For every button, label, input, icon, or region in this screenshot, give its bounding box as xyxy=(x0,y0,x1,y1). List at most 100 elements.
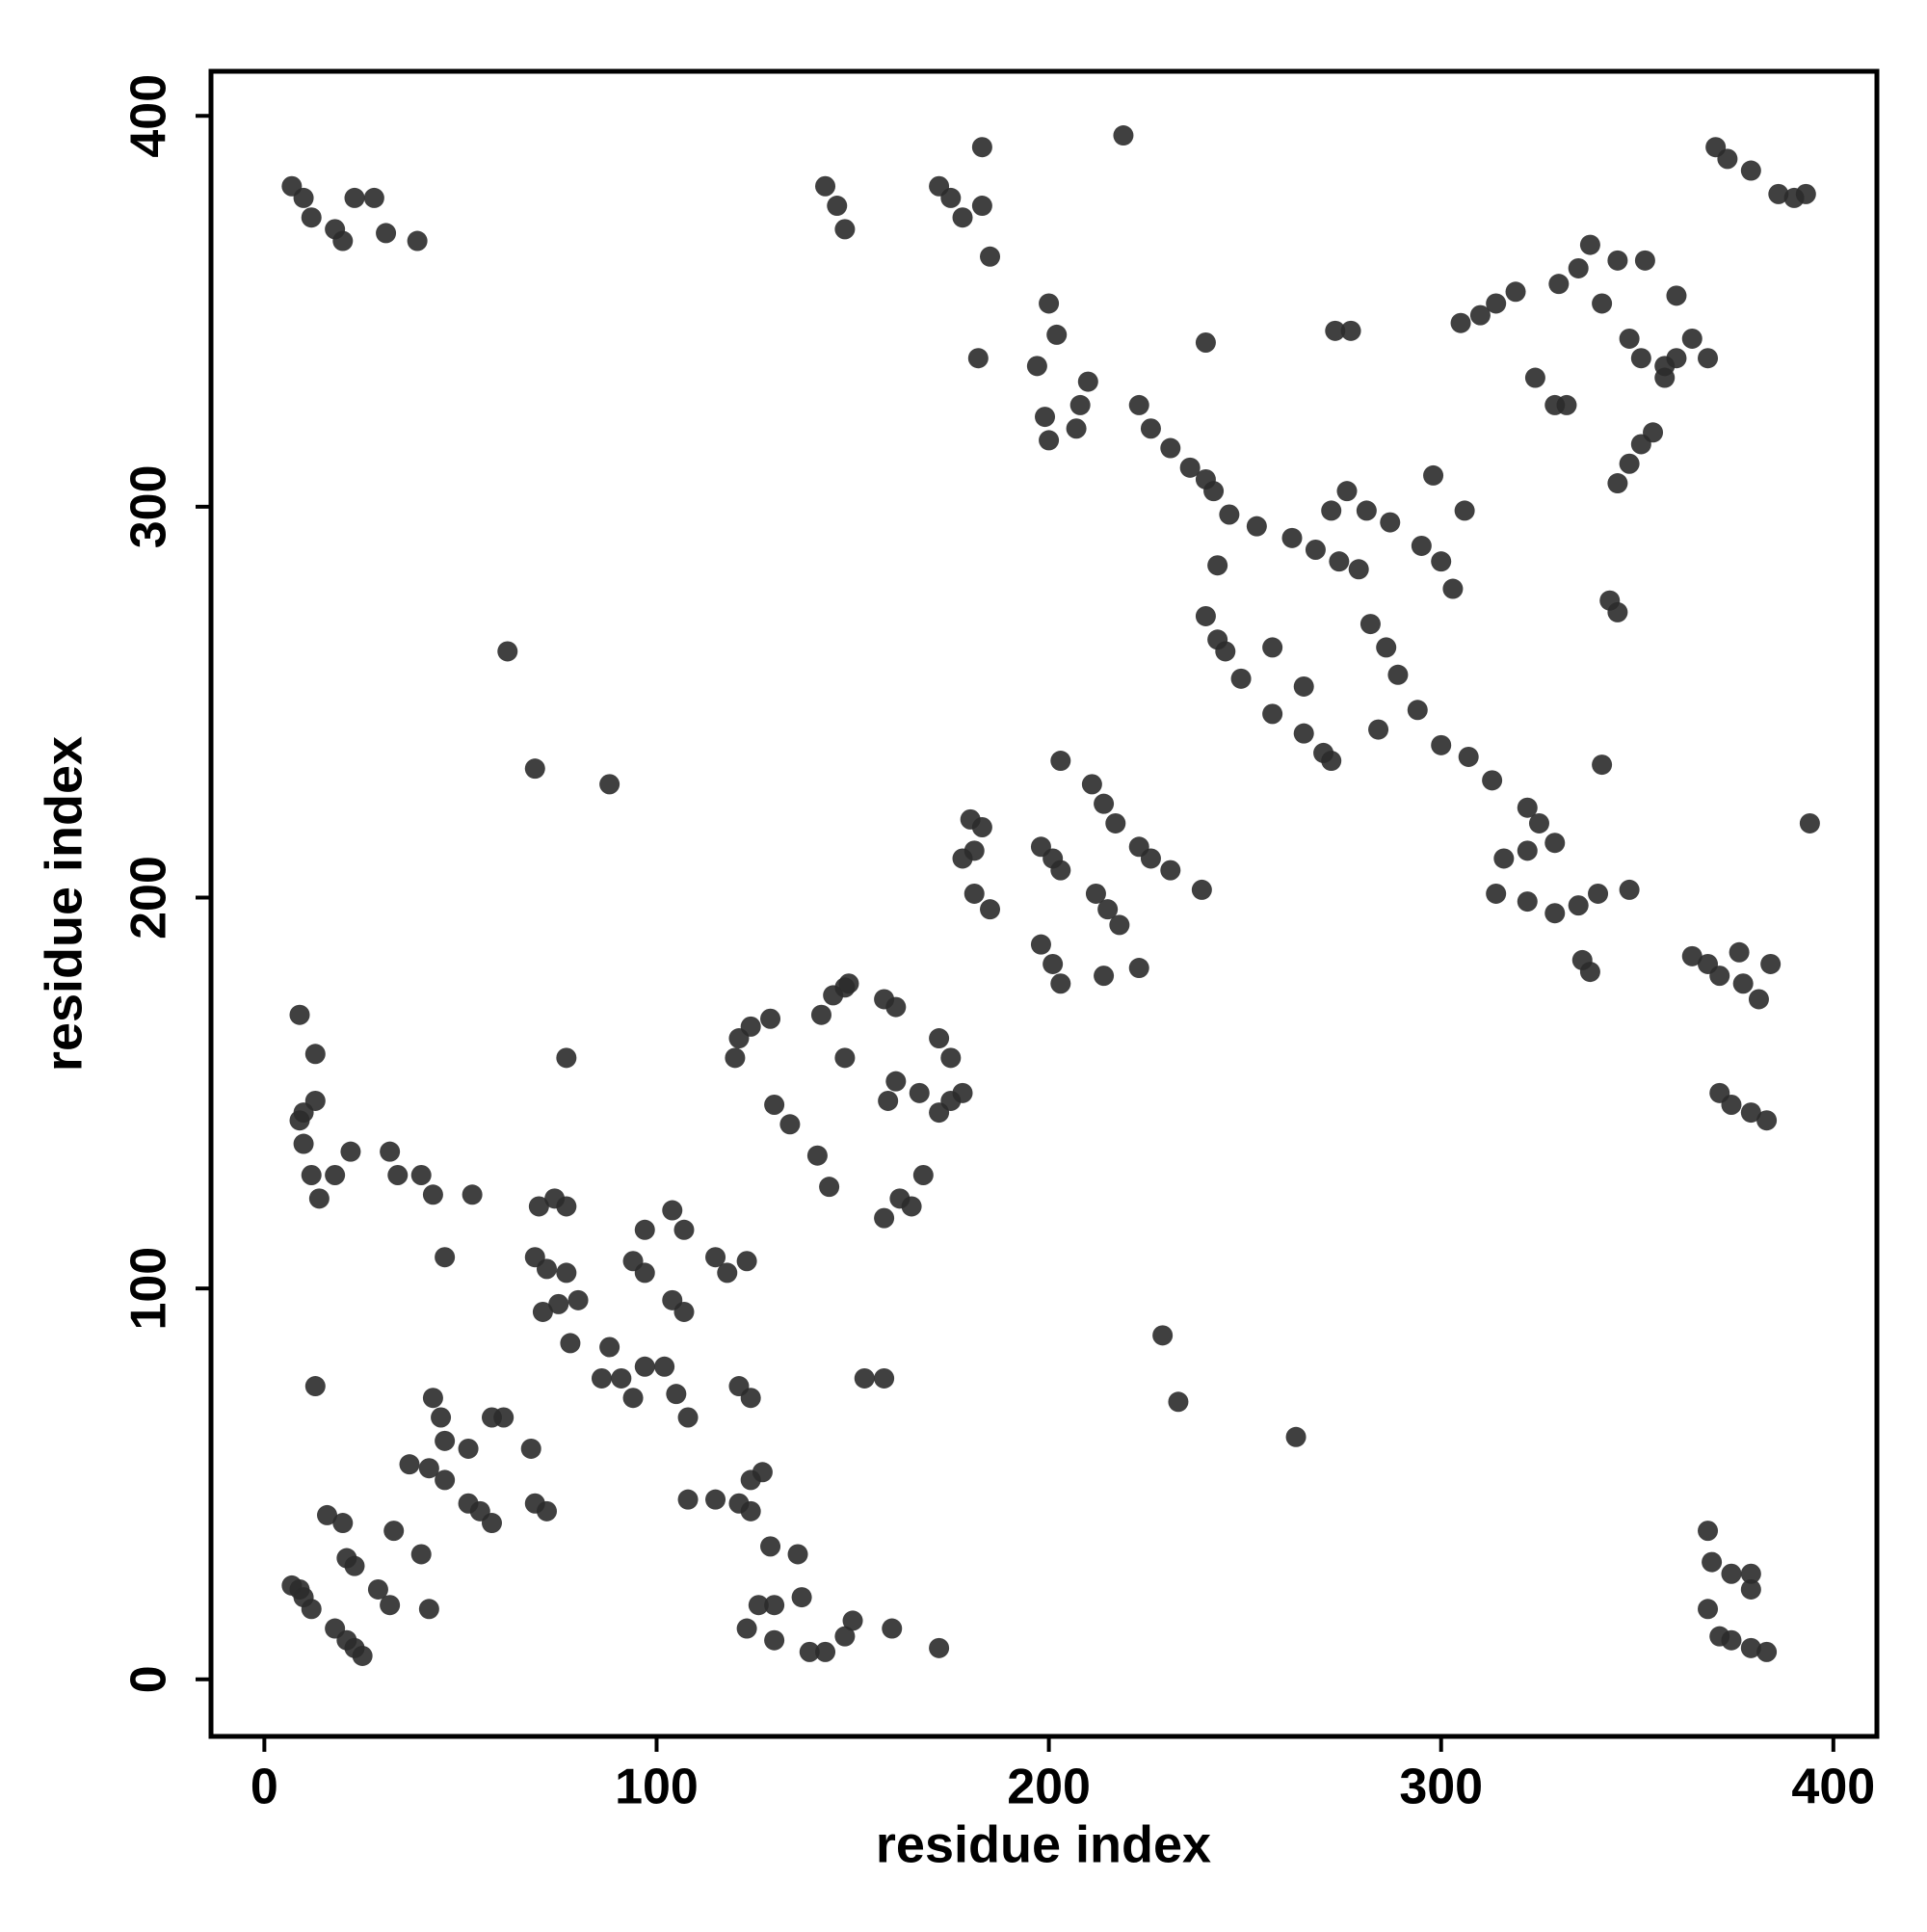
point xyxy=(806,1145,828,1166)
point xyxy=(399,1454,420,1475)
point xyxy=(1368,719,1389,740)
point xyxy=(611,1367,632,1389)
point xyxy=(1140,848,1161,869)
point xyxy=(1140,418,1161,439)
point xyxy=(764,1595,785,1616)
point xyxy=(1340,320,1361,341)
point xyxy=(1246,516,1267,537)
point xyxy=(528,1196,549,1217)
point xyxy=(363,187,384,208)
point xyxy=(556,1196,577,1217)
point xyxy=(779,1114,801,1135)
point xyxy=(418,1458,439,1479)
point xyxy=(340,1141,361,1162)
point xyxy=(435,1247,456,1268)
point xyxy=(1607,473,1628,494)
point xyxy=(1321,751,1342,772)
point xyxy=(1709,966,1730,987)
point xyxy=(1113,125,1134,146)
point xyxy=(736,1251,757,1272)
point xyxy=(1666,348,1687,369)
point xyxy=(1423,464,1444,486)
point xyxy=(1740,1102,1761,1124)
point xyxy=(1094,966,1115,987)
point xyxy=(854,1367,875,1389)
point xyxy=(410,1544,432,1565)
point xyxy=(810,1004,832,1025)
point xyxy=(1077,371,1098,392)
point xyxy=(834,1047,856,1069)
x-tick-label: 0 xyxy=(251,1760,278,1815)
point xyxy=(1281,527,1303,548)
x-axis-label: residue index xyxy=(876,1815,1211,1873)
point xyxy=(1094,793,1115,814)
point xyxy=(634,1262,655,1284)
point xyxy=(673,1219,695,1240)
point xyxy=(387,1165,409,1186)
point xyxy=(1203,481,1225,502)
point xyxy=(1544,833,1566,854)
point xyxy=(799,1641,820,1662)
point xyxy=(1191,879,1212,900)
point xyxy=(1634,250,1655,271)
point xyxy=(301,1165,322,1186)
point xyxy=(301,207,322,228)
point xyxy=(1219,504,1240,525)
point xyxy=(1336,481,1358,502)
point xyxy=(952,1082,973,1103)
point xyxy=(662,1200,683,1221)
point xyxy=(1732,973,1754,994)
x-tick-label: 300 xyxy=(1399,1760,1483,1815)
point xyxy=(1579,962,1600,983)
point xyxy=(909,1082,930,1103)
point xyxy=(764,1629,785,1651)
point xyxy=(1740,1578,1761,1600)
point xyxy=(1207,555,1228,576)
point xyxy=(940,187,962,208)
point xyxy=(380,1595,401,1616)
point xyxy=(1285,1426,1307,1447)
point xyxy=(1799,812,1820,834)
point xyxy=(874,1367,895,1389)
point xyxy=(1619,453,1640,474)
point xyxy=(1411,535,1432,556)
point xyxy=(536,1258,557,1280)
point xyxy=(1105,812,1126,834)
x-tick-label: 200 xyxy=(1007,1760,1091,1815)
point xyxy=(591,1367,612,1389)
point xyxy=(1195,605,1216,626)
point xyxy=(740,1388,761,1409)
point xyxy=(1548,274,1570,295)
point xyxy=(1085,883,1106,904)
point xyxy=(407,230,428,251)
point xyxy=(1469,304,1491,326)
point xyxy=(410,1165,432,1186)
point xyxy=(1592,293,1613,314)
point xyxy=(764,1094,785,1115)
point xyxy=(634,1219,655,1240)
point xyxy=(673,1301,695,1322)
point xyxy=(1050,973,1071,994)
point xyxy=(1168,1391,1189,1413)
point xyxy=(418,1599,439,1620)
point xyxy=(874,1207,895,1229)
point xyxy=(1756,1641,1778,1662)
point xyxy=(352,1645,373,1666)
point xyxy=(532,1301,553,1322)
point xyxy=(1556,394,1577,415)
point xyxy=(1293,675,1314,697)
point xyxy=(1768,183,1789,204)
point xyxy=(878,1090,899,1111)
y-tick-label: 200 xyxy=(121,856,177,940)
point xyxy=(1517,840,1538,861)
plot-frame xyxy=(208,68,1880,1739)
point xyxy=(1230,668,1252,689)
point xyxy=(344,1555,365,1576)
point xyxy=(1568,895,1589,916)
point xyxy=(536,1500,557,1522)
point xyxy=(289,1004,310,1025)
point xyxy=(1454,500,1475,521)
point xyxy=(1517,891,1538,913)
